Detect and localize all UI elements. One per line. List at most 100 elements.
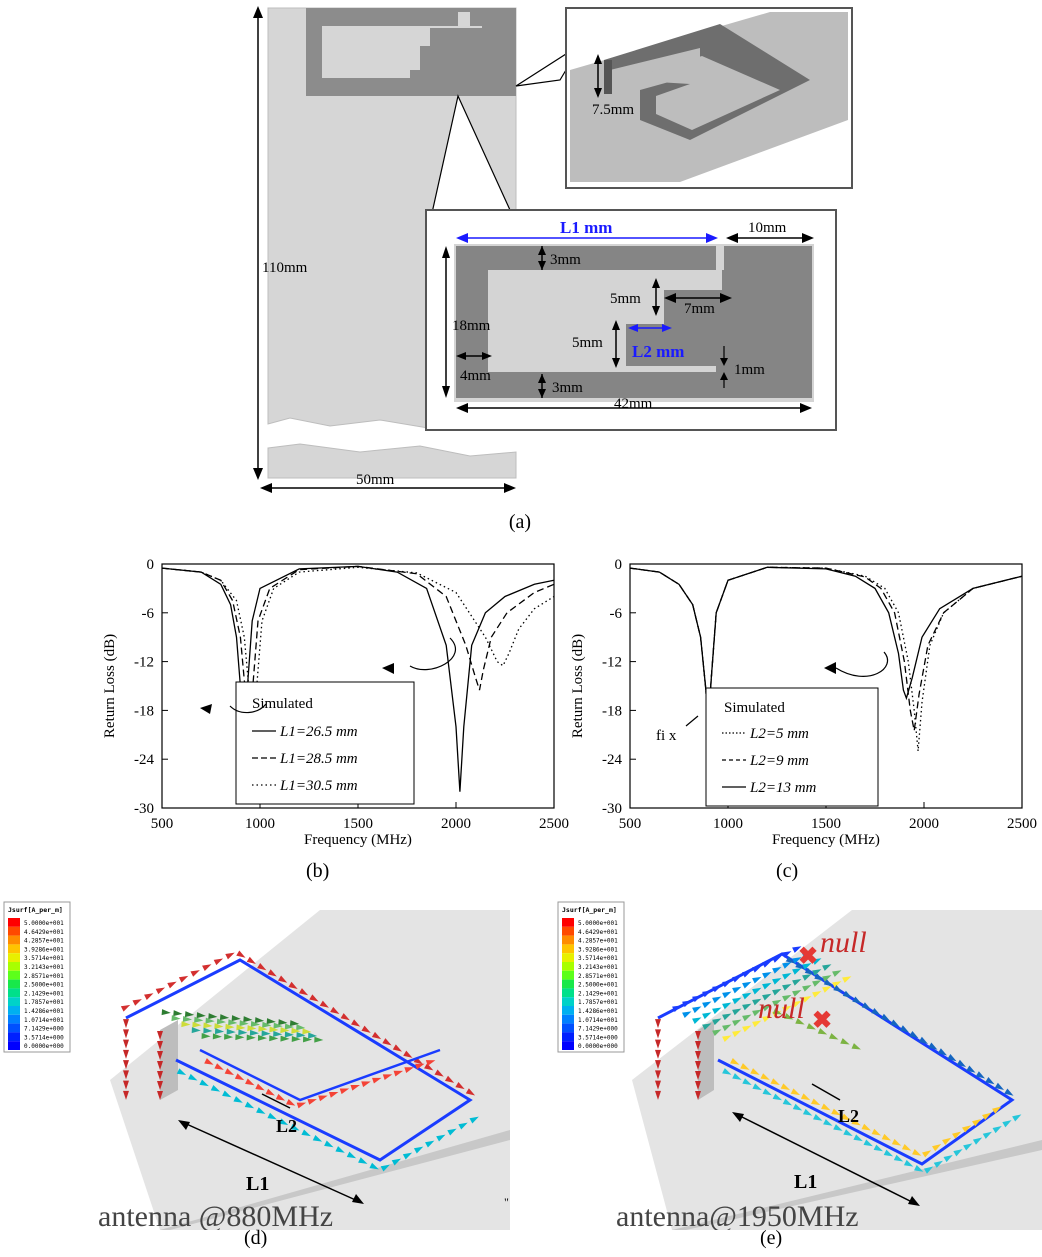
current-arrow bbox=[792, 989, 802, 997]
current-arrow bbox=[1002, 1120, 1012, 1128]
current-arrow bbox=[171, 1015, 181, 1022]
colorbar-swatch bbox=[562, 1032, 574, 1042]
chart-b-legend bbox=[235, 681, 415, 805]
current-arrow bbox=[937, 1048, 948, 1056]
chart-b-series-3 bbox=[161, 566, 555, 735]
current-arrow bbox=[123, 1090, 129, 1100]
chart-b-legend-text-3: L1=30.5 mm bbox=[279, 778, 358, 794]
current-arrow bbox=[258, 1025, 268, 1032]
current-arrow bbox=[262, 1021, 272, 1028]
current-arrow bbox=[722, 991, 732, 999]
current-path bbox=[125, 958, 473, 1162]
current-arrow bbox=[792, 946, 802, 953]
current-arrow bbox=[772, 999, 782, 1007]
current-arrow bbox=[722, 980, 732, 988]
caption-b: (b) bbox=[306, 860, 330, 882]
dim-L2-label: L2 mm bbox=[632, 342, 684, 361]
colorbar-swatch bbox=[8, 1041, 20, 1050]
colorbar-value: 1.4286e+001 bbox=[24, 1008, 64, 1015]
panel-e-L1-arrow-a bbox=[732, 1112, 744, 1122]
current-arrow bbox=[173, 1010, 183, 1017]
current-arrow bbox=[782, 1005, 792, 1013]
panel-d-ground-edge bbox=[160, 1130, 510, 1230]
current-arrow bbox=[655, 1070, 661, 1080]
current-arrow bbox=[307, 1099, 317, 1105]
current-arrow bbox=[199, 1079, 209, 1087]
current-arrow bbox=[695, 1040, 701, 1050]
colorbar-swatch bbox=[8, 997, 20, 1006]
colorbar-swatch bbox=[562, 988, 574, 998]
colorbar-swatch bbox=[8, 962, 20, 971]
current-arrow bbox=[234, 1073, 245, 1081]
chart-b-arrowhead-high bbox=[382, 663, 394, 674]
current-arrow bbox=[267, 1112, 277, 1120]
dim-42-arrow-l bbox=[456, 403, 468, 413]
current-arrow bbox=[393, 1070, 404, 1077]
dim-1-arrow-a bbox=[720, 358, 728, 366]
current-arrow bbox=[712, 1018, 722, 1026]
current-arrow bbox=[772, 1008, 783, 1015]
dim-3top-arrow-a bbox=[538, 246, 546, 255]
current-arrow bbox=[222, 1090, 232, 1098]
current-arrow bbox=[458, 1122, 468, 1130]
current-arrow bbox=[752, 998, 762, 1006]
current-arrow bbox=[324, 1140, 334, 1148]
current-arrow bbox=[346, 1151, 357, 1159]
panel-e-L1-arrow-b bbox=[908, 1196, 920, 1206]
current-arrow bbox=[922, 1150, 932, 1158]
panel-d-L1-label: L1 bbox=[246, 1173, 269, 1195]
current-arrow bbox=[814, 973, 824, 981]
current-arrow bbox=[692, 1006, 702, 1014]
dim-5u-arrow-b bbox=[652, 306, 660, 316]
chart-b-ytick-label: -6 bbox=[142, 606, 155, 622]
panel-e-L1-line bbox=[735, 1113, 917, 1205]
chart-c-xtick-label: 1000 bbox=[713, 816, 743, 832]
chart-c-ytick-label: -30 bbox=[602, 801, 622, 817]
current-arrow bbox=[246, 1034, 256, 1041]
current-arrow bbox=[692, 995, 702, 1003]
dim-10-arrow-l bbox=[726, 233, 738, 243]
chart-b-ytick-label: -12 bbox=[134, 655, 154, 671]
panel-d-current-plot: Jsurf[A_per_m] 5.0000e+001 4.6429e+001 4.2… bbox=[3, 901, 510, 1230]
current-arrow bbox=[932, 1143, 942, 1152]
current-arrow bbox=[752, 1020, 762, 1028]
colorbar-value: 4.6429e+001 bbox=[24, 929, 64, 936]
current-arrow bbox=[823, 1119, 833, 1126]
current-arrow bbox=[792, 1000, 802, 1008]
current-arrow bbox=[176, 1068, 187, 1075]
current-arrow bbox=[772, 1093, 783, 1101]
chart-b-ylabel: Return Loss (dB) bbox=[102, 634, 118, 738]
current-arrow bbox=[695, 1060, 701, 1070]
current-arrow bbox=[257, 1034, 267, 1041]
current-path bbox=[199, 1048, 441, 1102]
current-arrow bbox=[782, 973, 792, 980]
callout-pointer-top bbox=[515, 52, 567, 87]
current-arrow bbox=[380, 1164, 390, 1172]
current-arrow bbox=[828, 1033, 839, 1040]
current-arrow bbox=[123, 1029, 129, 1039]
current-arrow bbox=[181, 1021, 191, 1028]
current-arrow bbox=[861, 1123, 871, 1131]
panel-e-L2-line bbox=[811, 1083, 841, 1101]
panel-e-L2-label: L2 bbox=[838, 1106, 859, 1126]
colorbar-value: 5.0000e+001 bbox=[24, 920, 64, 927]
current-arrow bbox=[893, 1154, 904, 1162]
chart-b-xticks: 500 1000 1500 2000 2500 bbox=[151, 802, 569, 832]
current-arrow bbox=[901, 1143, 912, 1151]
dim-7-arrow-r bbox=[720, 293, 732, 303]
current-arrow bbox=[277, 975, 288, 983]
current-arrow bbox=[157, 1070, 163, 1080]
dim-L1-arrow-r bbox=[706, 233, 718, 243]
current-arrow bbox=[891, 1138, 902, 1146]
current-arrow bbox=[382, 1074, 393, 1081]
colorbar-swatch bbox=[8, 1023, 20, 1033]
chart-b-ytick-label: -18 bbox=[134, 703, 154, 719]
current-arrow bbox=[655, 1060, 661, 1070]
dim-42-label: 42mm bbox=[614, 396, 653, 412]
current-arrow bbox=[822, 986, 832, 993]
current-arrow bbox=[273, 1022, 283, 1029]
current-arrow bbox=[928, 1042, 938, 1050]
current-arrow bbox=[792, 979, 802, 986]
current-arrow bbox=[291, 1027, 301, 1034]
current-arrow bbox=[975, 1071, 986, 1079]
